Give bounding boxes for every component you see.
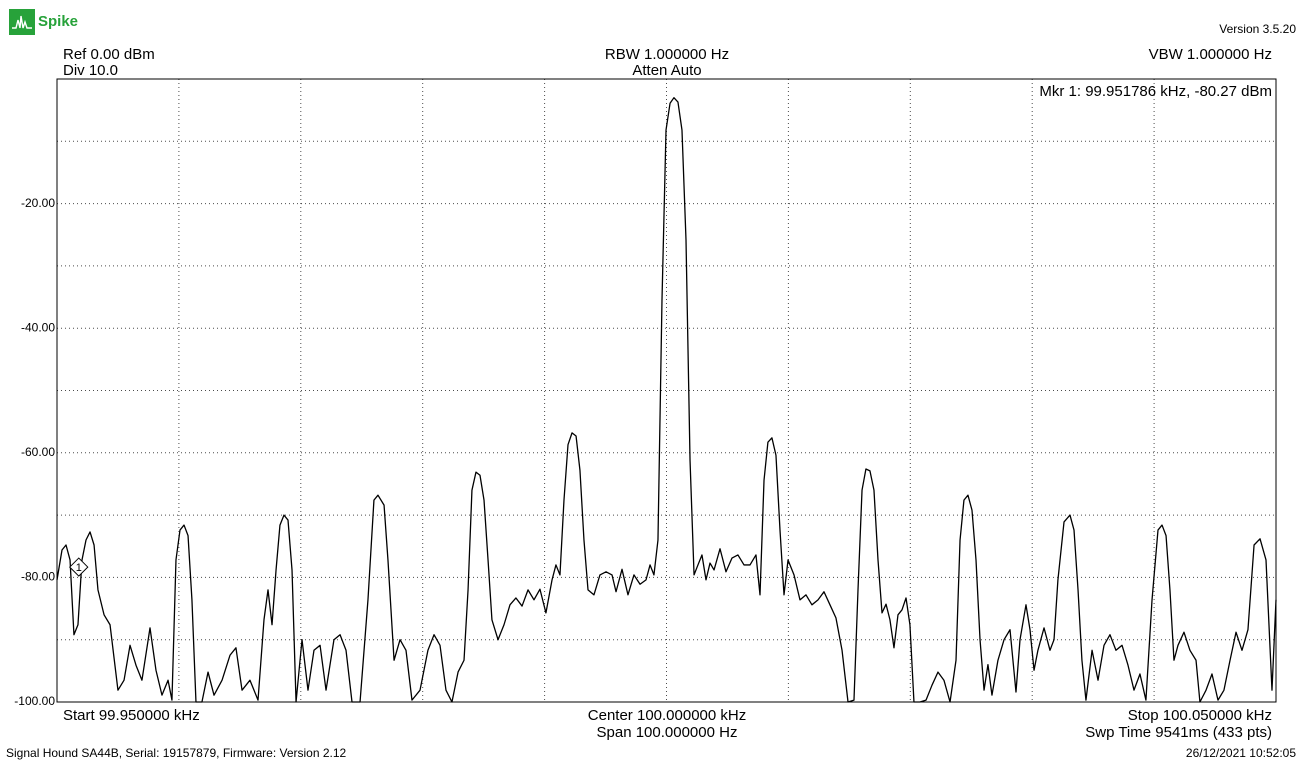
y-tick-label: -80.00 xyxy=(21,570,55,584)
marker: 1 xyxy=(69,557,89,577)
atten: Atten Auto xyxy=(632,62,701,79)
stop-freq: Stop 100.050000 kHz xyxy=(1128,707,1272,724)
device-info: Signal Hound SA44B, Serial: 19157879, Fi… xyxy=(6,746,347,760)
y-tick-label: -40.00 xyxy=(21,320,55,334)
logo-glyph xyxy=(12,15,32,29)
start-freq: Start 99.950000 kHz xyxy=(63,707,200,724)
vbw: VBW 1.000000 Hz xyxy=(1149,46,1272,63)
y-tick-label: -100.00 xyxy=(14,694,55,708)
plot-area: -20.00 -40.00 -60.00 -80.00 -100.00 1 xyxy=(14,78,1277,708)
marker-diamond xyxy=(69,557,89,577)
marker-label: 1 xyxy=(76,562,82,574)
span: Span 100.000000 Hz xyxy=(597,724,738,741)
center-freq: Center 100.000000 kHz xyxy=(588,707,746,724)
rbw: RBW 1.000000 Hz xyxy=(605,46,729,63)
marker-readout: Mkr 1: 99.951786 kHz, -80.27 dBm xyxy=(1039,83,1272,100)
trace xyxy=(56,97,1277,703)
logo: Spike xyxy=(9,9,78,35)
div-scale: Div 10.0 xyxy=(63,62,118,79)
ref-level: Ref 0.00 dBm xyxy=(63,46,155,63)
y-tick-label: -20.00 xyxy=(21,196,55,210)
timestamp: 26/12/2021 10:52:05 xyxy=(1186,746,1296,760)
sweep-time: Swp Time 9541ms (433 pts) xyxy=(1085,724,1272,741)
y-tick-label: -60.00 xyxy=(21,445,55,459)
version: Version 3.5.20 xyxy=(1219,22,1296,36)
logo-text: Spike xyxy=(38,13,78,30)
